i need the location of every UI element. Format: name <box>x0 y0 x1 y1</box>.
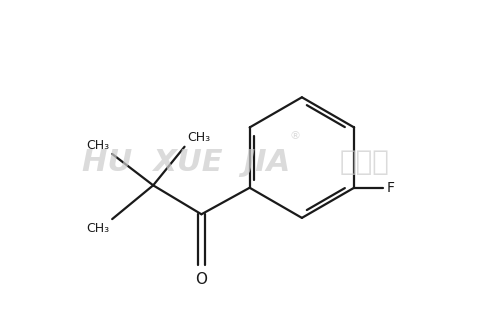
Text: CH₃: CH₃ <box>187 131 210 144</box>
Text: O: O <box>195 272 207 287</box>
Text: F: F <box>386 181 394 195</box>
Text: CH₃: CH₃ <box>86 221 109 235</box>
Text: 化学加: 化学加 <box>340 148 389 176</box>
Text: HU  XUE  JIA: HU XUE JIA <box>82 148 290 177</box>
Text: CH₃: CH₃ <box>86 139 109 152</box>
Text: ®: ® <box>289 131 300 141</box>
